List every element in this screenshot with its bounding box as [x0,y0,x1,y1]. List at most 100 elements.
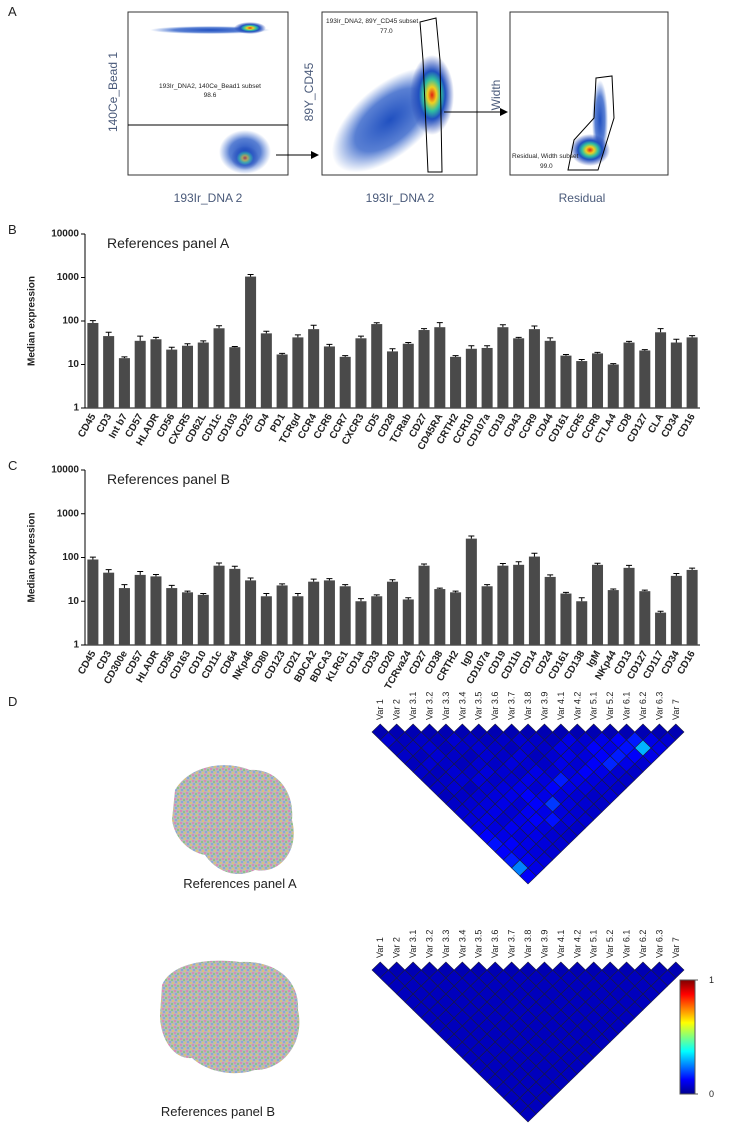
bar [513,565,524,645]
colorbar [680,980,695,1094]
bar [292,596,303,645]
error-bar [106,332,112,336]
bar [229,347,240,408]
error-bar [390,349,396,352]
bar [434,327,445,408]
error-bar [279,353,285,354]
error-bar [248,275,254,277]
variable-label: Var 4.1 [556,692,566,720]
error-bar [437,323,443,328]
x-axis-label: 193Ir_DNA 2 [366,191,435,205]
panel-label: A [8,4,17,19]
bar [166,588,177,645]
variable-label: Var 6.3 [654,692,664,720]
bar [560,594,571,645]
error-bar [185,344,191,346]
bar [608,590,619,645]
error-bar [626,341,632,342]
bar [419,566,430,645]
error-bar [279,584,285,586]
error-bar [326,579,332,581]
error-bar [295,594,301,597]
bar [639,350,650,408]
bar [340,586,351,645]
bar [103,336,114,408]
variable-label: Var 3.4 [457,930,467,958]
error-bar [374,595,380,596]
y-axis-label: Median expression [27,512,38,602]
x-tick-label: CD45 [76,649,99,677]
bar [308,329,319,408]
error-bar [468,536,474,539]
bar [450,592,461,645]
error-bar [90,321,96,323]
y-axis-label: 140Ce_Bead 1 [106,52,120,132]
bar [371,596,382,645]
variable-label: Var 6.2 [638,930,648,958]
bar [387,582,398,645]
bar [655,332,666,408]
error-bar [374,323,380,324]
error-bar [169,347,175,349]
tissue-image [160,961,299,1074]
error-bar [437,588,443,589]
error-bar [595,352,601,353]
error-bar [563,592,569,593]
x-axis-label: Residual [559,191,606,205]
error-bar [311,579,317,582]
variable-label: Var 3.7 [507,692,517,720]
error-bar [153,574,159,576]
bar [87,560,98,645]
error-bar [405,343,411,344]
error-bar [453,591,459,592]
image-caption: References panel A [183,876,297,891]
error-bar [689,336,695,338]
bar [119,358,130,408]
y-tick-label: 1000 [57,508,80,519]
error-bar [248,578,254,580]
error-bar [673,574,679,576]
bar [592,565,603,645]
bar [624,343,635,408]
error-bar [468,346,474,349]
variable-label: Var 4.2 [572,692,582,720]
y-tick-label: 100 [62,552,79,563]
bar [576,601,587,645]
variable-label: Var 3.9 [539,692,549,720]
bar [529,557,540,645]
bar [371,324,382,408]
error-bar [342,585,348,587]
error-bar [232,346,238,347]
bar [103,573,114,645]
variable-label: Var 3.2 [424,930,434,958]
bar [182,346,193,408]
bar [671,343,682,408]
variable-label: Var 3.8 [523,930,533,958]
bar [387,351,398,408]
bar [150,339,161,408]
bar [403,344,414,408]
bar [419,330,430,408]
gate-percent: 77.0 [380,28,393,35]
bar [182,592,193,645]
bar [166,350,177,408]
error-bar [216,563,222,566]
colorbar-label: 0 [709,1089,714,1099]
variable-label: Var 5.2 [605,692,615,720]
error-bar [579,360,585,362]
error-bar [390,580,396,582]
bar [292,337,303,408]
bar [277,585,288,645]
variable-label: Var 2 [392,937,402,958]
y-tick-label: 1 [73,403,79,414]
bar [545,341,556,408]
error-bar [547,338,553,341]
error-bar [311,325,317,329]
bar [545,577,556,645]
bar [277,354,288,408]
error-bar [263,594,269,597]
error-bar [421,564,427,566]
chart-title: References panel A [107,235,230,251]
bar [261,333,272,408]
y-tick-label: 100 [62,316,79,327]
